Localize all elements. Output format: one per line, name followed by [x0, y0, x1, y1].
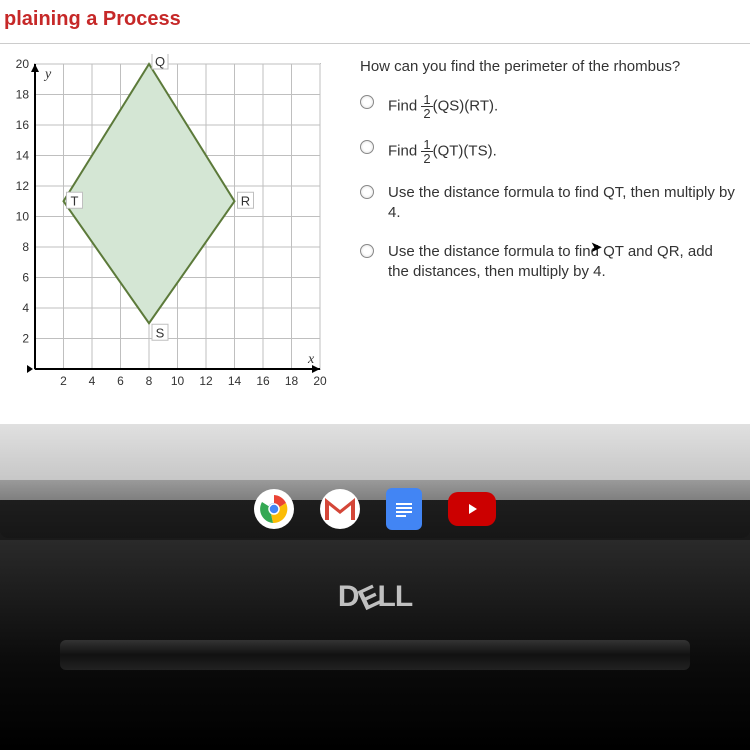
svg-text:16: 16 [256, 374, 270, 388]
taskbar [0, 480, 750, 538]
radio-icon[interactable] [360, 140, 374, 154]
svg-text:S: S [156, 325, 165, 340]
svg-text:4: 4 [22, 301, 29, 315]
svg-text:Q: Q [155, 54, 165, 69]
laptop-hinge [60, 640, 690, 670]
graph-container: 2 4 6 8 10 12 14 16 18 20 2 4 6 8 10 12 14 16 18 20 y x Q R S T [0, 54, 330, 414]
content-area: 2 4 6 8 10 12 14 16 18 20 2 4 6 8 10 12 14 16 18 20 y x Q R S T H… [0, 44, 750, 424]
option-4-text: Use the distance formula to find QT and … [388, 242, 736, 283]
svg-text:T: T [71, 193, 79, 208]
question-text: How can you find the perimeter of the rh… [360, 58, 736, 75]
svg-text:18: 18 [285, 374, 299, 388]
page-header: plaining a Process [0, 0, 750, 43]
cursor-icon: ➤ [590, 238, 603, 256]
svg-text:20: 20 [313, 374, 327, 388]
svg-text:2: 2 [60, 374, 67, 388]
svg-text:8: 8 [22, 240, 29, 254]
svg-text:2: 2 [22, 332, 29, 346]
gmail-icon[interactable] [320, 489, 360, 529]
option-4[interactable]: Use the distance formula to find QT and … [360, 242, 736, 283]
svg-text:y: y [43, 67, 52, 82]
screen-area: plaining a Process 2 4 6 8 10 12 14 16 18 20 2 4 6 8 1… [0, 0, 750, 500]
svg-text:12: 12 [199, 374, 213, 388]
svg-text:14: 14 [228, 374, 242, 388]
svg-text:R: R [241, 193, 250, 208]
option-2[interactable]: Find 12(QT)(TS). [360, 138, 736, 165]
chrome-icon[interactable] [254, 489, 294, 529]
radio-icon[interactable] [360, 244, 374, 258]
brand-logo: DELL [0, 580, 750, 614]
svg-text:6: 6 [22, 271, 29, 285]
svg-text:10: 10 [16, 210, 30, 224]
coordinate-graph: 2 4 6 8 10 12 14 16 18 20 2 4 6 8 10 12 14 16 18 20 y x Q R S T [0, 54, 330, 399]
svg-text:14: 14 [16, 149, 30, 163]
youtube-icon[interactable] [448, 492, 496, 526]
svg-text:x: x [307, 352, 315, 367]
option-3[interactable]: Use the distance formula to find QT, the… [360, 183, 736, 224]
svg-text:12: 12 [16, 179, 30, 193]
option-1[interactable]: Find 12(QS)(RT). [360, 93, 736, 120]
svg-text:4: 4 [89, 374, 96, 388]
radio-icon[interactable] [360, 95, 374, 109]
option-1-text: Find 12(QS)(RT). [388, 93, 498, 120]
page-title: plaining a Process [0, 8, 750, 31]
option-3-text: Use the distance formula to find QT, the… [388, 183, 736, 224]
radio-icon[interactable] [360, 185, 374, 199]
svg-text:16: 16 [16, 118, 30, 132]
svg-text:6: 6 [117, 374, 124, 388]
question-area: How can you find the perimeter of the rh… [360, 54, 736, 414]
svg-text:8: 8 [146, 374, 153, 388]
svg-text:20: 20 [16, 57, 30, 71]
svg-text:10: 10 [171, 374, 185, 388]
svg-text:18: 18 [16, 88, 30, 102]
docs-icon[interactable] [386, 488, 422, 530]
option-2-text: Find 12(QT)(TS). [388, 138, 497, 165]
